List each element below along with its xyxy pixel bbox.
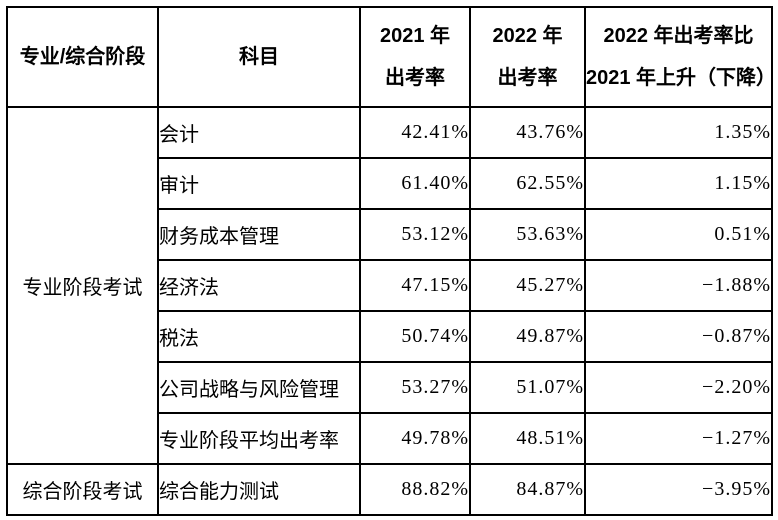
rate-2021-cell: 88.82% xyxy=(359,463,471,516)
header-change: 2022 年出考率比 2021 年上升（下降） xyxy=(584,6,773,108)
rate-2021-cell: 53.27% xyxy=(359,361,471,414)
rate-2022-cell: 43.76% xyxy=(469,106,586,159)
rate-2021-cell: 42.41% xyxy=(359,106,471,159)
subject-cell: 审计 xyxy=(157,157,361,210)
change-cell: 1.15% xyxy=(584,157,773,210)
rate-2022-cell: 45.27% xyxy=(469,259,586,312)
subject-cell: 经济法 xyxy=(157,259,361,312)
rate-2022-cell: 51.07% xyxy=(469,361,586,414)
change-cell: 1.35% xyxy=(584,106,773,159)
rate-2021-cell: 50.74% xyxy=(359,310,471,363)
rate-2022-cell: 48.51% xyxy=(469,412,586,465)
header-subject: 科目 xyxy=(157,6,361,108)
subject-cell: 会计 xyxy=(157,106,361,159)
stage-cell-comprehensive: 综合阶段考试 xyxy=(6,463,159,516)
header-row: 专业/综合阶段 科目 2021 年 出考率 2022 年 出考率 2022 年出… xyxy=(6,6,773,108)
table-row: 经济法 47.15% 45.27% −1.88% xyxy=(7,259,773,312)
subject-cell: 税法 xyxy=(157,310,361,363)
subject-cell: 公司战略与风险管理 xyxy=(157,361,361,414)
header-stage: 专业/综合阶段 xyxy=(6,6,159,108)
header-rate-2021: 2021 年 出考率 xyxy=(359,6,471,108)
change-cell: −2.20% xyxy=(584,361,773,414)
table-row: 公司战略与风险管理 53.27% 51.07% −2.20% xyxy=(7,361,773,414)
table-row: 专业阶段平均出考率 49.78% 48.51% −1.27% xyxy=(7,412,773,465)
rate-2022-cell: 84.87% xyxy=(469,463,586,516)
rate-2021-cell: 47.15% xyxy=(359,259,471,312)
table-row: 税法 50.74% 49.87% −0.87% xyxy=(7,310,773,363)
subject-cell: 财务成本管理 xyxy=(157,208,361,261)
header-rate-2022: 2022 年 出考率 xyxy=(469,6,586,108)
stage-cell-professional: 专业阶段考试 xyxy=(6,106,159,465)
rate-2021-cell: 53.12% xyxy=(359,208,471,261)
rate-2022-cell: 53.63% xyxy=(469,208,586,261)
table-row: 专业阶段考试 会计 42.41% 43.76% 1.35% xyxy=(6,106,773,465)
subject-cell: 专业阶段平均出考率 xyxy=(157,412,361,465)
rate-2022-cell: 49.87% xyxy=(469,310,586,363)
table-row: 审计 61.40% 62.55% 1.15% xyxy=(7,157,773,210)
rate-2022-cell: 62.55% xyxy=(469,157,586,210)
attendance-rate-table: 专业/综合阶段 科目 2021 年 出考率 2022 年 出考率 2022 年出… xyxy=(6,6,773,516)
table-row: 财务成本管理 53.12% 53.63% 0.51% xyxy=(7,208,773,261)
change-cell: −1.27% xyxy=(584,412,773,465)
table-row: 综合阶段考试 综合能力测试 88.82% 84.87% −3.95% xyxy=(6,463,773,516)
change-cell: −3.95% xyxy=(584,463,773,516)
rate-2021-cell: 49.78% xyxy=(359,412,471,465)
change-cell: 0.51% xyxy=(584,208,773,261)
change-cell: −1.88% xyxy=(584,259,773,312)
change-cell: −0.87% xyxy=(584,310,773,363)
rate-2021-cell: 61.40% xyxy=(359,157,471,210)
subject-cell: 综合能力测试 xyxy=(157,463,361,516)
